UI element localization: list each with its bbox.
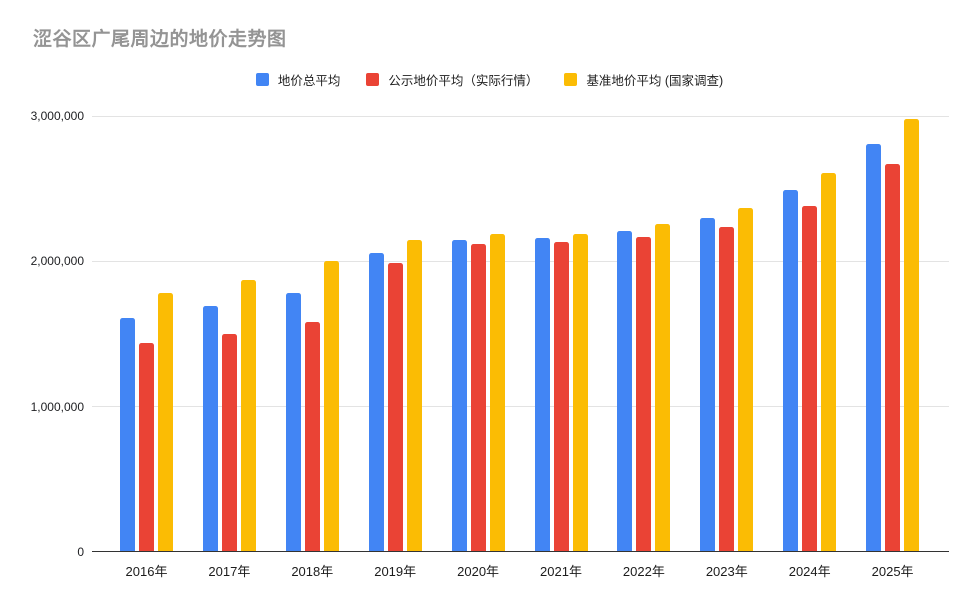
bar-地价总平均-2022年[interactable] bbox=[617, 230, 633, 552]
bar-基准地价平均 (国家调查)-2019年[interactable] bbox=[406, 239, 422, 552]
chart-title: 涩谷区广尾周边的地价走势图 bbox=[33, 29, 287, 50]
legend-item-2[interactable]: 基准地价平均 (国家调查) bbox=[564, 70, 723, 89]
gridline bbox=[92, 260, 949, 262]
bar-地价总平均-2017年[interactable] bbox=[202, 306, 218, 552]
legend-label: 公示地价平均（实际行情） bbox=[388, 74, 539, 88]
bar-基准地价平均 (国家调查)-2018年[interactable] bbox=[323, 261, 339, 552]
bar-group-2021年 bbox=[534, 233, 588, 552]
bar-基准地价平均 (国家调查)-2021年[interactable] bbox=[572, 233, 588, 552]
bar-基准地价平均 (国家调查)-2020年[interactable] bbox=[489, 233, 505, 552]
x-axis-tick-label: 2023年 bbox=[705, 564, 748, 579]
bar-地价总平均-2018年[interactable] bbox=[285, 293, 301, 552]
bar-公示地价平均（实际行情）-2022年[interactable] bbox=[636, 236, 652, 552]
x-axis-tick-label: 2021年 bbox=[540, 564, 582, 579]
bar-公示地价平均（实际行情）-2017年[interactable] bbox=[221, 334, 237, 552]
bar-基准地价平均 (国家调查)-2025年[interactable] bbox=[904, 118, 920, 552]
bar-地价总平均-2025年[interactable] bbox=[866, 143, 882, 552]
legend-label: 基准地价平均 (国家调查) bbox=[586, 74, 724, 88]
y-axis-tick-label: 0 bbox=[77, 545, 84, 559]
legend-color-swatch-icon bbox=[366, 73, 380, 86]
plot-area bbox=[92, 115, 949, 552]
bar-地价总平均-2021年[interactable] bbox=[534, 238, 550, 552]
bar-地价总平均-2019年[interactable] bbox=[368, 252, 384, 552]
y-axis-tick-label: 3,000,000 bbox=[30, 109, 84, 123]
bar-公示地价平均（实际行情）-2023年[interactable] bbox=[719, 226, 735, 552]
x-axis-tick-label: 2018年 bbox=[291, 564, 334, 579]
bar-基准地价平均 (国家调查)-2017年[interactable] bbox=[240, 280, 256, 552]
bar-group-2022年 bbox=[617, 223, 671, 552]
bar-公示地价平均（实际行情）-2016年[interactable] bbox=[139, 342, 154, 552]
bar-基准地价平均 (国家调查)-2016年[interactable] bbox=[158, 293, 173, 552]
bar-group-2016年 bbox=[120, 293, 173, 552]
bar-group-2025年 bbox=[866, 118, 920, 552]
bar-group-2017年 bbox=[202, 280, 256, 552]
x-axis-tick-label: 2024年 bbox=[788, 564, 831, 579]
bar-地价总平均-2016年[interactable] bbox=[120, 318, 135, 552]
bar-公示地价平均（实际行情）-2019年[interactable] bbox=[387, 262, 403, 552]
bar-基准地价平均 (国家调查)-2023年[interactable] bbox=[738, 207, 754, 552]
bar-地价总平均-2024年[interactable] bbox=[783, 190, 799, 552]
gridline bbox=[92, 406, 949, 408]
bar-group-2024年 bbox=[783, 172, 837, 552]
legend-color-swatch-icon bbox=[564, 73, 578, 86]
bar-公示地价平均（实际行情）-2025年[interactable] bbox=[885, 164, 901, 552]
y-axis-tick-label: 1,000,000 bbox=[30, 399, 84, 414]
x-axis-tick-label: 2019年 bbox=[374, 564, 417, 579]
bar-group-2018年 bbox=[285, 261, 339, 552]
legend-label: 地价总平均 bbox=[277, 74, 341, 88]
bar-公示地价平均（实际行情）-2020年[interactable] bbox=[470, 243, 486, 552]
bar-公示地价平均（实际行情）-2021年[interactable] bbox=[553, 242, 569, 552]
x-axis-tick-label: 2025年 bbox=[871, 564, 914, 579]
bar-基准地价平均 (国家调查)-2022年[interactable] bbox=[655, 223, 671, 552]
bar-地价总平均-2023年[interactable] bbox=[700, 217, 716, 552]
y-axis-tick-label: 2,000,000 bbox=[30, 254, 84, 269]
x-axis-tick-label: 2017年 bbox=[208, 564, 251, 579]
bar-group-2019年 bbox=[368, 239, 422, 552]
legend-item-1[interactable]: 公示地价平均（实际行情） bbox=[366, 70, 538, 89]
bar-公示地价平均（实际行情）-2018年[interactable] bbox=[304, 322, 320, 552]
x-axis-tick-label: 2016年 bbox=[125, 564, 168, 579]
x-axis-tick-label: 2022年 bbox=[622, 564, 665, 579]
gridline bbox=[92, 115, 949, 117]
bar-基准地价平均 (国家调查)-2024年[interactable] bbox=[821, 172, 837, 552]
bar-地价总平均-2020年[interactable] bbox=[451, 239, 467, 552]
bar-group-2023年 bbox=[700, 207, 754, 552]
legend: 地价总平均 公示地价平均（实际行情） 基准地价平均 (国家调查) bbox=[0, 71, 979, 88]
bar-公示地价平均（实际行情）-2024年[interactable] bbox=[802, 206, 818, 552]
legend-item-0[interactable]: 地价总平均 bbox=[255, 70, 341, 89]
x-axis-line bbox=[92, 551, 949, 552]
bar-group-2020年 bbox=[451, 233, 505, 552]
legend-color-swatch-icon bbox=[255, 73, 269, 86]
x-axis-tick-label: 2020年 bbox=[457, 564, 500, 579]
